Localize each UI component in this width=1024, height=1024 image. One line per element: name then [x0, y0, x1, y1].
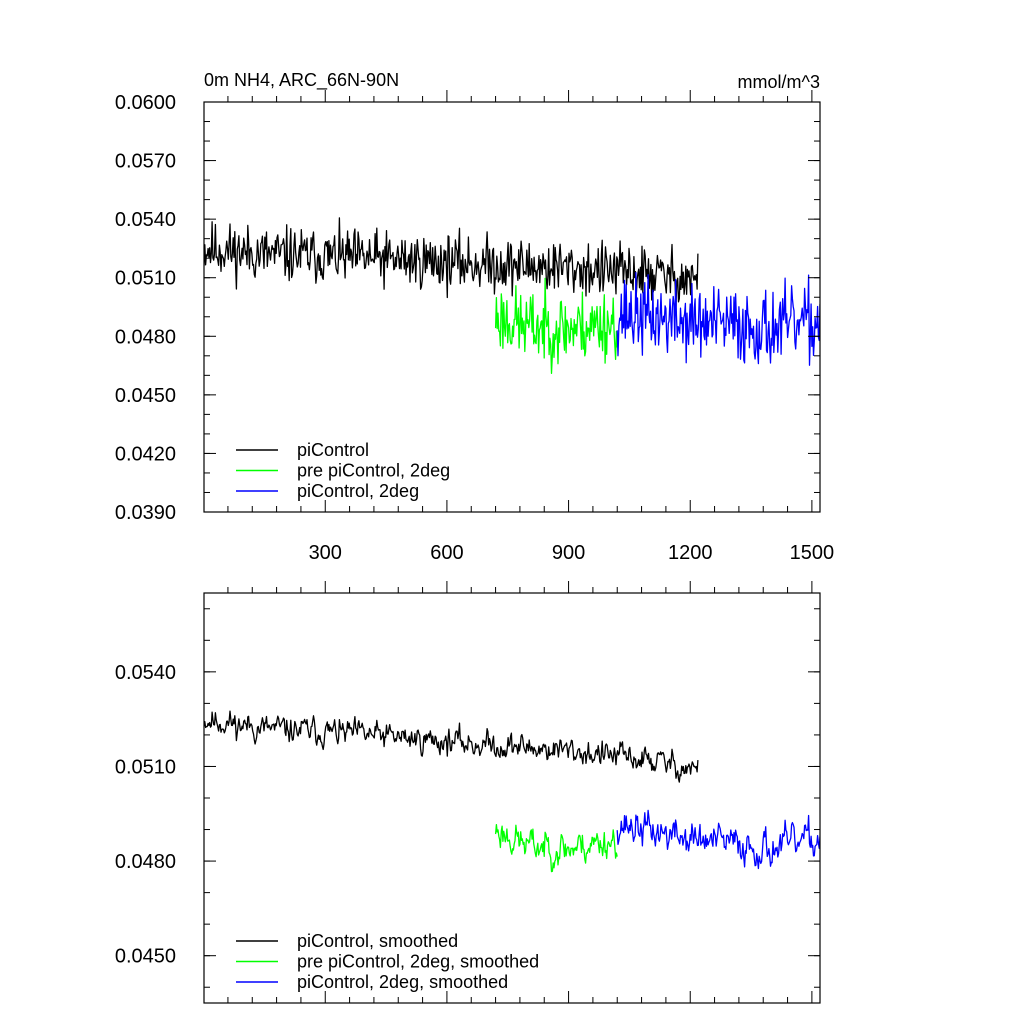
x-tick-label: 1200 — [668, 542, 713, 564]
bottom-panel: 0.0450 0.0480 0.0510 0.0540 piControl, smoot… — [115, 581, 821, 1004]
units-label: mmol/m^3 — [738, 72, 820, 92]
plot-frame — [203, 101, 821, 513]
legend-label: pre piControl, 2deg — [297, 461, 450, 481]
y-tick-label: 0.0450 — [115, 385, 176, 407]
x-tick-label: 1500 — [790, 542, 835, 564]
y-tick-label: 0.0570 — [115, 151, 176, 173]
y-tick-label: 0.0600 — [115, 92, 176, 114]
x-tick-label: 900 — [552, 542, 585, 564]
y-tick-label: 0.0390 — [115, 502, 176, 524]
x-tick-label: 600 — [430, 542, 463, 564]
chart-title: 0m NH4, ARC_66N-90N — [204, 70, 399, 91]
series-line-2 — [494, 277, 618, 375]
series-line-3 — [616, 809, 820, 870]
legend-label: piControl, 2deg — [297, 481, 419, 501]
series-group — [204, 710, 820, 873]
series-line-3 — [616, 271, 820, 366]
y-tick-label: 0.0510 — [115, 756, 176, 778]
y-tick-label: 0.0480 — [115, 851, 176, 873]
series-line-1 — [204, 710, 699, 783]
legend-label: piControl — [297, 440, 369, 460]
legend-label: piControl, smoothed — [297, 931, 458, 951]
legend-label: pre piControl, 2deg, smoothed — [297, 952, 539, 972]
series-line-1 — [204, 217, 699, 307]
y-tick-label: 0.0480 — [115, 326, 176, 348]
series-line-2 — [494, 823, 618, 873]
series-group — [204, 217, 820, 375]
top-panel: 0.0390 0.0420 0.0450 0.0480 0.0510 0.0540 0.05… — [115, 70, 834, 564]
y-tick-label: 0.0510 — [115, 268, 176, 290]
y-tick-label: 0.0450 — [115, 946, 176, 968]
y-tick-label: 0.0540 — [115, 209, 176, 231]
y-tick-label: 0.0420 — [115, 443, 176, 465]
legend-label: piControl, 2deg, smoothed — [297, 972, 508, 992]
y-tick-label: 0.0540 — [115, 662, 176, 684]
x-tick-label: 300 — [309, 542, 342, 564]
